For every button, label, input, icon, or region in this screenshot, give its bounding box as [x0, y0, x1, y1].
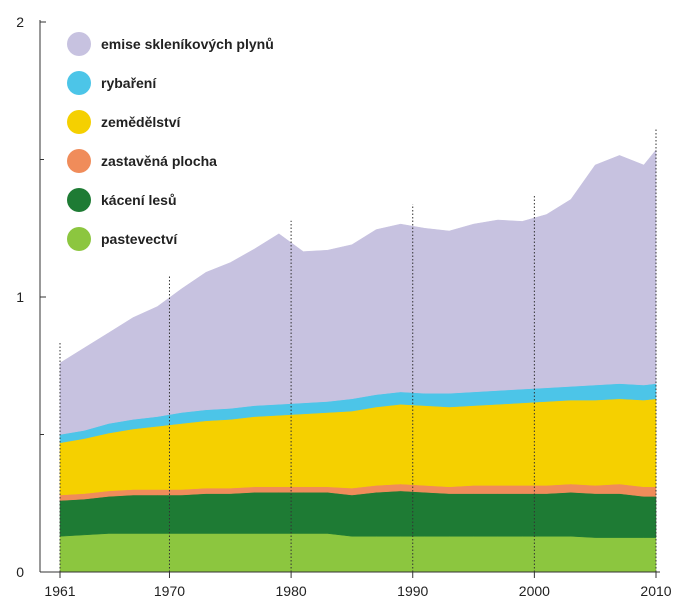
x-tick-label: 2010 [640, 583, 671, 599]
legend-swatch-series-0 [67, 227, 91, 251]
legend-label-series-0: pastevectví [101, 231, 178, 247]
x-tick-label: 1970 [154, 583, 185, 599]
legend-label-series-5: emise skleníkových plynů [101, 36, 274, 52]
legend-label-series-3: zemědělství [101, 114, 181, 130]
x-tick-label: 1961 [44, 583, 75, 599]
area-series-5 [59, 149, 657, 435]
legend-swatch-series-1 [67, 188, 91, 212]
axes [39, 20, 660, 573]
y-tick-label: 2 [16, 14, 24, 30]
y-ticks: 0 1 2 [16, 14, 46, 580]
area-series-0 [59, 533, 657, 573]
x-tick-label: 1990 [397, 583, 428, 599]
area-series-1 [59, 490, 657, 538]
x-ticks: 1961 1970 1980 1990 2000 2010 [44, 572, 672, 599]
legend-label-series-1: kácení lesů [101, 192, 177, 208]
legend-swatch-series-4 [67, 71, 91, 95]
legend-label-series-4: rybaření [101, 75, 157, 91]
legend-swatch-series-3 [67, 110, 91, 134]
legend: emise skleníkových plynů rybaření zeměděls… [67, 32, 274, 251]
x-tick-label: 1980 [276, 583, 307, 599]
legend-swatch-series-2 [67, 149, 91, 173]
y-tick-label: 1 [16, 289, 24, 305]
legend-label-series-2: zastavěná plocha [101, 153, 217, 169]
vertical-gridlines [59, 127, 657, 572]
legend-swatch-series-5 [67, 32, 91, 56]
area-series-group [59, 149, 657, 573]
y-tick-label: 0 [16, 564, 24, 580]
x-tick-label: 2000 [519, 583, 550, 599]
